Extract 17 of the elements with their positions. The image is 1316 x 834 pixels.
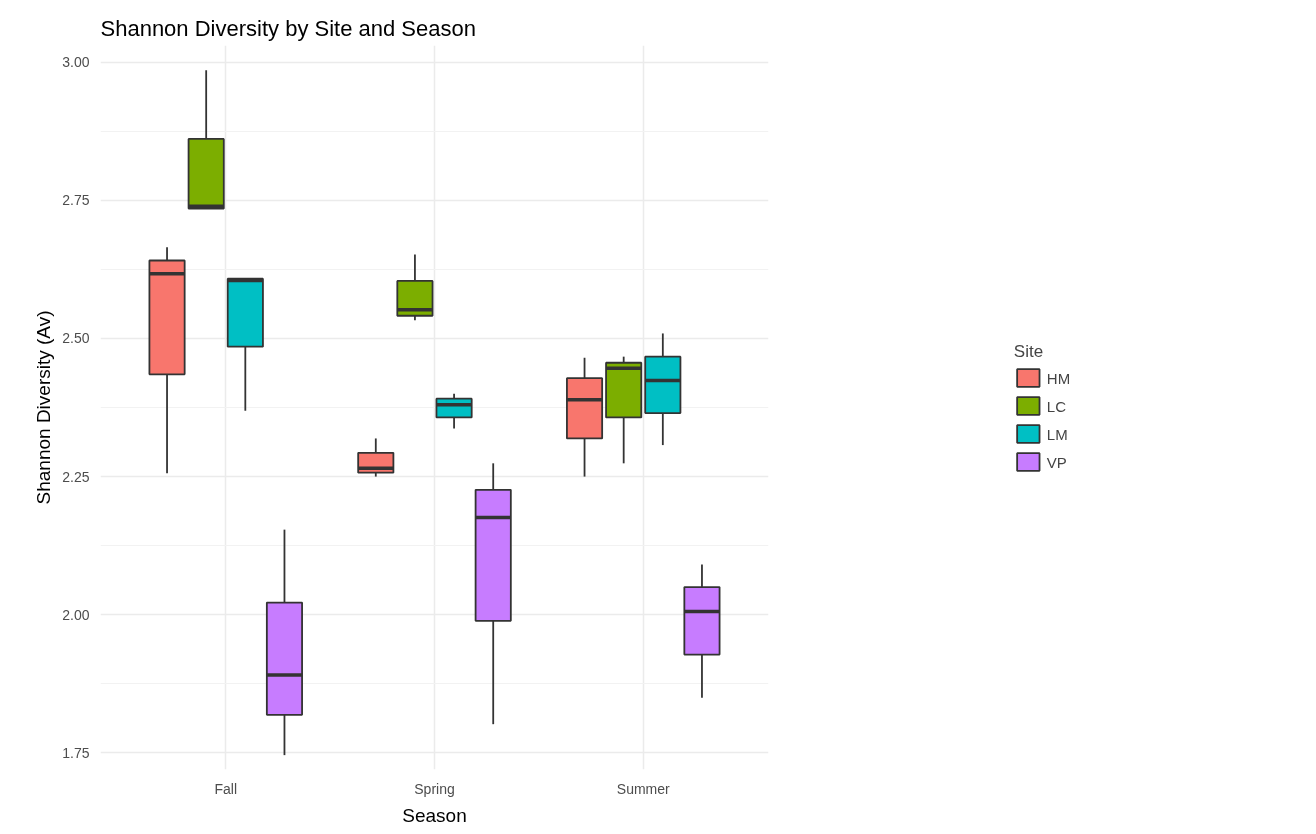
x-axis-title: Season (402, 804, 467, 826)
y-tick-label: 2.00 (62, 606, 90, 623)
legend-label: LC (1046, 397, 1067, 414)
y-tick-label: 2.25 (62, 468, 90, 485)
y-tick-label: 1.75 (62, 744, 90, 761)
legend-label: LM (1046, 425, 1068, 442)
legend-label: HM (1046, 369, 1071, 386)
x-tick-label: Summer (616, 780, 671, 797)
legend-label: VP (1046, 453, 1067, 470)
x-tick-label: Spring (414, 780, 455, 797)
y-tick-label: 3.00 (62, 54, 90, 71)
legend-title: Site (1013, 341, 1045, 362)
y-tick-label: 2.50 (62, 330, 90, 347)
chart-title: Shannon Diversity by Site and Season (100, 15, 476, 41)
y-tick-label: 2.75 (62, 192, 90, 209)
x-tick-label: Fall (214, 780, 238, 797)
y-axis-title: Shannon Diversity (Av) (33, 310, 55, 505)
